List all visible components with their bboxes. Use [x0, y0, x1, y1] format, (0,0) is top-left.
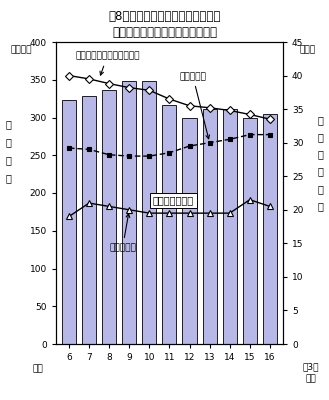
Text: 卒業: 卒業: [306, 374, 316, 383]
Bar: [122, 80, 136, 344]
Text: 職: 職: [5, 137, 11, 147]
Text: 平成: 平成: [33, 364, 43, 373]
Bar: [82, 96, 96, 344]
Bar: [263, 114, 277, 344]
Bar: [163, 106, 176, 344]
Text: 者: 者: [5, 155, 11, 165]
Text: 職: 職: [318, 115, 324, 125]
Text: 図8　大学（学部）卒業者の就職先: 図8 大学（学部）卒業者の就職先: [108, 10, 221, 23]
Text: 別: 別: [318, 150, 324, 159]
Text: 数: 数: [5, 173, 11, 183]
Text: 成: 成: [318, 184, 324, 194]
Bar: [223, 109, 237, 344]
Text: 就: 就: [5, 119, 11, 129]
Text: 構: 構: [318, 167, 324, 177]
Bar: [102, 90, 116, 344]
Text: （％）: （％）: [299, 46, 316, 54]
Text: 年3月: 年3月: [303, 362, 319, 371]
Text: 販平従事者: 販平従事者: [109, 214, 136, 252]
Bar: [203, 109, 216, 344]
Text: 業: 業: [318, 132, 324, 142]
Text: 就　職　者　数: 就 職 者 数: [153, 196, 194, 206]
Text: 職業別（主な３職種）構成の状況: 職業別（主な３職種）構成の状況: [112, 26, 217, 39]
Text: （千人）: （千人）: [11, 46, 32, 54]
Text: 事務従事者: 事務従事者: [180, 72, 210, 139]
Bar: [62, 100, 76, 344]
Bar: [183, 118, 196, 344]
Bar: [142, 81, 156, 344]
Text: 比: 比: [318, 201, 324, 211]
Bar: [243, 118, 257, 344]
Text: 専門的・技術的職業従事者: 専門的・技術的職業従事者: [75, 52, 139, 75]
